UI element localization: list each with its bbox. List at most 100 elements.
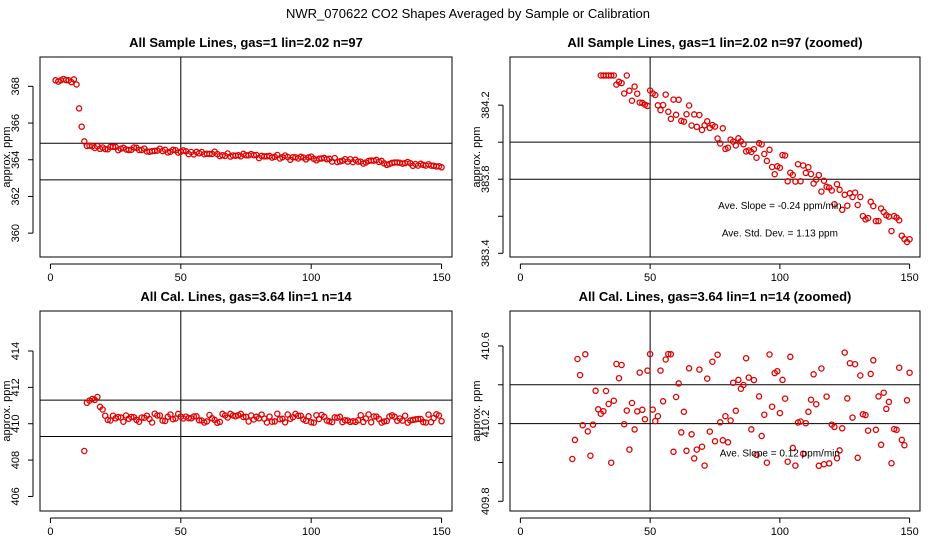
data-point (354, 158, 362, 165)
data-point (724, 439, 732, 446)
y-tick-label: 360 (10, 224, 22, 242)
data-point (107, 417, 114, 424)
data-point (271, 418, 278, 425)
data-point (618, 79, 625, 87)
data-point (675, 96, 682, 104)
data-point (644, 367, 651, 374)
data-point (628, 97, 636, 104)
data-point (216, 418, 224, 426)
data-point (732, 142, 740, 149)
data-point (657, 367, 664, 374)
data-point (797, 178, 804, 185)
data-point (727, 417, 734, 424)
panel-all-cal-lines-zoomed: All Cal. Lines, gas=3.64 lin=1 n=14 (zoo… (471, 289, 921, 538)
data-point (245, 418, 252, 425)
data-point (399, 417, 406, 424)
data-point (784, 458, 791, 465)
data-point (602, 387, 610, 395)
data-point (841, 349, 848, 356)
y-axis-label: approx. ppm (1, 380, 13, 441)
data-point (895, 364, 903, 371)
data-point (600, 407, 607, 415)
data-point (740, 381, 747, 389)
data-point (81, 138, 88, 145)
data-point (851, 360, 859, 368)
x-tick-label: 100 (771, 526, 789, 538)
data-point (893, 426, 900, 434)
data-point (823, 393, 830, 400)
data-point (641, 416, 649, 423)
data-point (792, 178, 799, 185)
data-point (274, 410, 281, 417)
data-point (73, 81, 80, 88)
data-point (584, 428, 592, 435)
data-point (670, 448, 677, 456)
data-point (305, 413, 312, 420)
data-point (709, 358, 716, 365)
data-point (266, 413, 273, 420)
y-tick-label: 362 (10, 187, 22, 205)
y-tick-label: 412 (10, 378, 22, 396)
data-point (169, 146, 177, 154)
data-point (672, 111, 680, 119)
x-tick-label: 100 (302, 526, 320, 538)
data-point (78, 123, 85, 130)
data-point (820, 177, 828, 184)
data-point (667, 351, 675, 358)
data-point (805, 408, 812, 416)
y-tick-label: 410.2 (480, 410, 492, 438)
data-point (326, 418, 333, 425)
data-point (438, 417, 445, 425)
data-point (818, 365, 825, 372)
data-point (151, 147, 158, 155)
panel-all-sample-lines: All Sample Lines, gas=1 lin=2.02 n=97 0 50… (1, 35, 453, 284)
data-point (766, 351, 773, 358)
data-point (571, 436, 579, 444)
data-point (420, 418, 427, 426)
data-point (735, 376, 742, 384)
data-point (680, 408, 688, 416)
data-point (613, 360, 620, 368)
data-point (898, 436, 906, 444)
data-point (579, 421, 586, 429)
data-point (675, 380, 682, 387)
data-point (605, 400, 612, 408)
data-point (281, 419, 289, 426)
data-point (626, 87, 633, 94)
data-point (206, 150, 213, 158)
data-point (690, 455, 698, 462)
data-point (875, 217, 882, 225)
data-point (857, 193, 864, 201)
data-point (307, 419, 315, 426)
y-tick-label: 383.4 (480, 240, 492, 268)
data-point (763, 459, 771, 466)
data-point (683, 110, 690, 118)
data-point (901, 441, 908, 449)
y-tick-label: 408 (10, 451, 22, 469)
plot-frame (39, 310, 453, 512)
data-point (618, 361, 625, 369)
data-point (864, 214, 872, 222)
data-point (662, 91, 669, 98)
annotation: Ave. Slope = 0.12 ppm/min (720, 449, 840, 460)
data-point (758, 141, 765, 148)
data-point (167, 411, 174, 418)
data-point (250, 151, 258, 159)
y-tick-label: 366 (10, 114, 22, 132)
data-point (877, 441, 885, 449)
data-point (438, 164, 445, 171)
panel-title: All Sample Lines, gas=1 lin=2.02 n=97 (129, 35, 363, 50)
data-point (587, 452, 594, 459)
data-point (646, 350, 654, 358)
figure-title: NWR_070622 CO2 Shapes Averaged by Sample… (286, 6, 650, 21)
data-point (753, 451, 760, 458)
data-point (851, 189, 859, 196)
data-point (716, 140, 724, 147)
data-point (862, 411, 869, 419)
data-point (794, 160, 802, 168)
data-point (903, 397, 911, 404)
data-point (365, 411, 372, 418)
data-point (711, 123, 719, 130)
data-point (906, 235, 913, 243)
